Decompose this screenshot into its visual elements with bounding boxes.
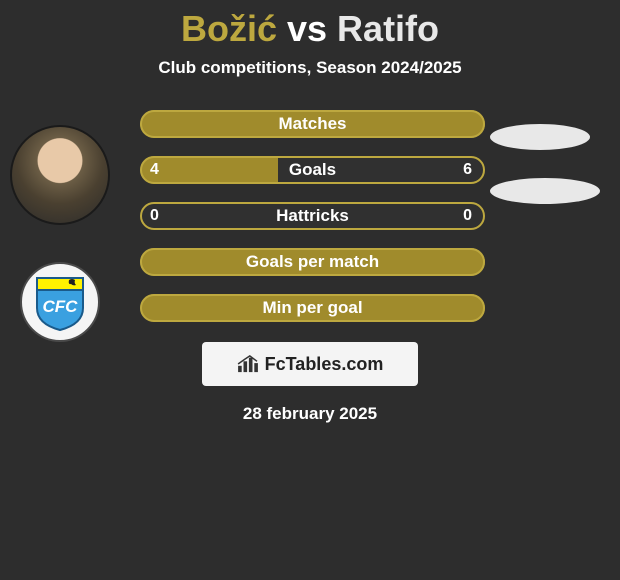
stat-value-right: 6 [463, 161, 472, 179]
fctables-badge[interactable]: FcTables.com [202, 342, 418, 386]
player1-avatar [10, 125, 110, 225]
stat-row: Goals per match [0, 246, 620, 278]
player1-club-logo: CFC [20, 262, 100, 342]
stat-label: Matches [140, 110, 485, 138]
stat-label: Hattricks [140, 202, 485, 230]
vs-separator: vs [287, 8, 327, 49]
fctables-text: FcTables.com [265, 354, 384, 375]
stat-label: Min per goal [140, 294, 485, 322]
subtitle: Club competitions, Season 2024/2025 [0, 58, 620, 78]
player1-name: Božić [181, 8, 277, 49]
page-title: Božić vs Ratifo [0, 8, 620, 50]
stat-value-left: 0 [150, 207, 159, 225]
player2-club-placeholder [490, 178, 600, 204]
stat-label: Goals per match [140, 248, 485, 276]
club-shield-icon: CFC [33, 272, 87, 332]
stat-value-right: 0 [463, 207, 472, 225]
player2-name: Ratifo [337, 8, 439, 49]
bar-chart-icon [237, 355, 259, 373]
stat-value-left: 4 [150, 161, 159, 179]
date-line: 28 february 2025 [0, 404, 620, 424]
stat-label: Goals [140, 156, 485, 184]
svg-text:CFC: CFC [43, 297, 79, 316]
player2-avatar-placeholder [490, 124, 590, 150]
